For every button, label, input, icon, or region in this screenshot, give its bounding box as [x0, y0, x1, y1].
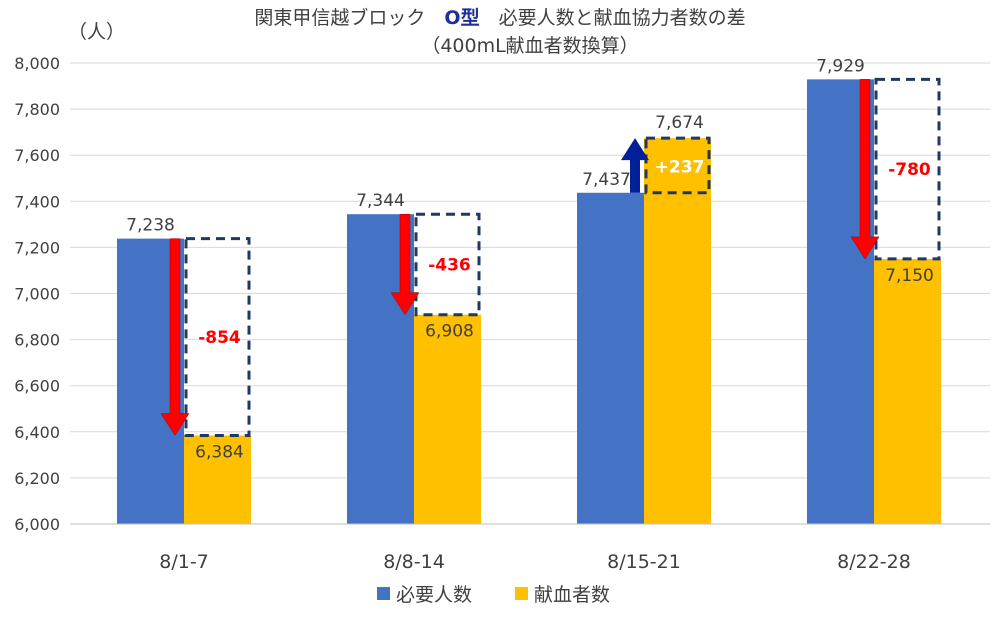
gridlines: [70, 62, 990, 479]
category-label: 8/22-28: [837, 551, 911, 573]
y-tick-label: 8,000: [14, 54, 60, 73]
category-label: 8/15-21: [607, 551, 681, 573]
value-label-donors: 7,150: [885, 266, 934, 286]
value-label-donors: 7,674: [655, 113, 704, 133]
y-tick-label: 6,200: [14, 469, 60, 488]
difference-boxes: [184, 77, 941, 437]
y-tick-label: 6,400: [14, 423, 60, 442]
decrease-arrow: [160, 238, 190, 436]
bar-required: [577, 192, 644, 525]
legend-label-required: 必要人数: [396, 584, 472, 606]
increase-arrow: [621, 138, 649, 193]
legend: 必要人数 献血者数: [377, 584, 610, 606]
legend-swatch-required: [377, 587, 390, 600]
legend-label-donors: 献血者数: [534, 584, 610, 606]
value-label-required: 7,344: [356, 191, 405, 211]
difference-box: [184, 237, 251, 437]
chart-title-blood-type: O型: [444, 6, 479, 29]
x-axis-categories: 8/1-7 8/8-14 8/15-21 8/22-28: [159, 551, 911, 573]
chart-title-part-1: 関東甲信越ブロック: [254, 6, 444, 29]
y-tick-label: 7,800: [14, 100, 60, 119]
legend-swatch-donors: [515, 587, 528, 600]
difference-label: -854: [198, 328, 241, 348]
decrease-arrow: [850, 79, 880, 260]
bar-donors: [184, 435, 251, 524]
y-tick-label: 7,600: [14, 146, 60, 165]
y-tick-label: 6,600: [14, 377, 60, 396]
difference-arrows: [160, 79, 880, 436]
difference-label: -436: [428, 255, 471, 275]
value-label-required: 7,437: [582, 170, 631, 190]
difference-label: +237: [655, 157, 705, 177]
chart-title: 関東甲信越ブロック O型 必要人数と献血協力者数の差: [254, 6, 745, 29]
value-label-required: 7,238: [126, 216, 175, 236]
y-tick-label: 6,000: [14, 515, 60, 534]
bar-donors: [644, 138, 711, 524]
y-tick-label: 6,800: [14, 331, 60, 350]
value-label-donors: 6,384: [195, 442, 244, 462]
value-labels: -854 7,238 6,384 -436 7,344 6,908 +237 7,437 7,6…: [126, 56, 934, 462]
difference-box: [644, 136, 711, 195]
difference-box: [414, 212, 481, 317]
category-label: 8/1-7: [159, 551, 209, 573]
chart-title-part-3: 必要人数と献血協力者数の差: [480, 7, 746, 29]
value-label-donors: 6,908: [425, 322, 474, 342]
decrease-arrow: [390, 213, 420, 316]
y-axis-label: （人）: [68, 21, 125, 43]
y-tick-label: 7,400: [14, 192, 60, 211]
bar-donors: [874, 258, 941, 524]
y-tick-label: 7,200: [14, 238, 60, 257]
bar-donors: [414, 314, 481, 524]
category-label: 8/8-14: [383, 551, 445, 573]
chart-subtitle: （400mL献血者数換算）: [421, 35, 638, 57]
y-axis-ticks: 6,000 6,200 6,400 6,600 6,800 7,000 7,200 7,400…: [14, 54, 60, 534]
difference-label: -780: [888, 160, 931, 180]
difference-box: [874, 77, 941, 261]
value-label-required: 7,929: [816, 56, 865, 76]
y-tick-label: 7,000: [14, 285, 60, 304]
